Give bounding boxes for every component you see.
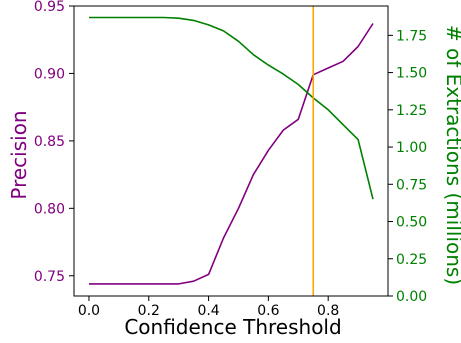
y-right-tick-label: 1.25 [396, 103, 427, 119]
precision-line [89, 23, 374, 285]
y-right-tick-label: 1.75 [396, 28, 427, 44]
plot-area [89, 6, 374, 296]
y-left-tick-label: 0.80 [34, 201, 65, 217]
y-left-tick-label: 0.95 [34, 0, 65, 15]
y-right-tick-label: 0.50 [396, 215, 427, 231]
y-right-tick-label: 0.25 [396, 252, 427, 268]
extractions-line [89, 16, 374, 200]
x-tick-label: 0.4 [197, 303, 219, 319]
y-right-tick-label: 0.75 [396, 177, 427, 193]
y-left-tick-label: 0.90 [34, 66, 65, 82]
x-tick-label: 0.2 [138, 303, 160, 319]
y-right-tick-label: 1.50 [396, 66, 427, 82]
y-axis-left-label: Precision [7, 110, 31, 199]
y-axis-right-label: # of Extractions (millions) [442, 25, 461, 285]
y-right-tick-label: 1.00 [396, 140, 427, 156]
x-tick-label: 0.0 [78, 303, 100, 319]
y-right-tick-label: 0.00 [396, 289, 427, 305]
y-left-tick-label: 0.85 [34, 134, 65, 150]
plot-frame [73, 5, 389, 297]
x-axis-label: Confidence Threshold [124, 315, 341, 339]
x-tick-label: 0.6 [257, 303, 279, 319]
axes: 0.0 0.2 0.4 0.6 0.8 0.75 0.80 0.85 0.90 0.95 0.00 0… [34, 0, 427, 319]
y-left-tick-label: 0.75 [34, 269, 65, 285]
x-tick-label: 0.8 [317, 303, 339, 319]
